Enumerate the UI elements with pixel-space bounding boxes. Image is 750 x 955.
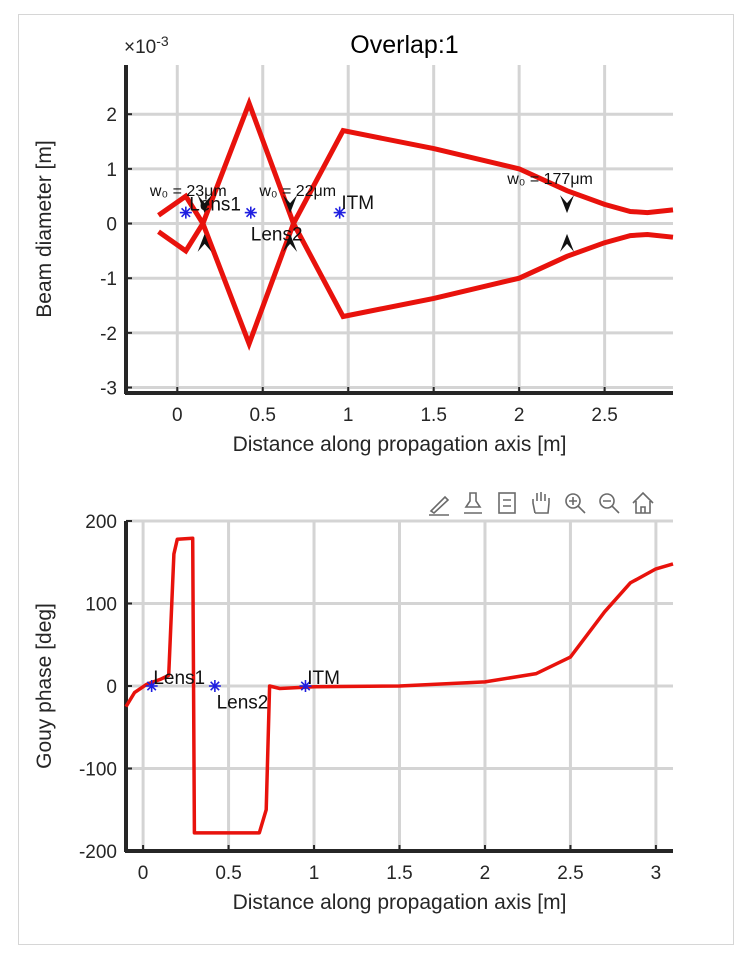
zoom-in-lens (565, 493, 581, 509)
component-marker[interactable] (333, 206, 346, 219)
y-tick-label: 2 (106, 105, 117, 126)
x-tick-label: 0 (172, 405, 183, 426)
axes-toolbar (429, 491, 654, 516)
y-tick-label: 200 (85, 512, 117, 533)
component-marker[interactable] (244, 206, 257, 219)
component-label: ITM (341, 193, 374, 214)
component-label: Lens1 (153, 668, 205, 689)
figure-window: 0 0.5 1 1.5 2 2.5 -3 -2 -1 0 1 2 Distance along prop… (18, 14, 734, 945)
x-tick-label: 0.5 (215, 863, 241, 884)
zoom-out-minus (603, 500, 620, 514)
x-tick-label: 3 (651, 863, 662, 884)
x-tick-label: 2.5 (591, 405, 617, 426)
x-tick-label: 1.5 (386, 863, 412, 884)
component-marker-stroke (210, 681, 220, 691)
x-axis-label: Distance along propagation axis [m] (233, 433, 567, 456)
y-tick-label: -1 (100, 269, 117, 290)
brush-icon-shape (429, 495, 450, 516)
y-tick-label: 1 (106, 160, 117, 181)
gouy-phase-line (124, 536, 674, 835)
component-label: ITM (307, 668, 340, 689)
x-tick-label: 0 (138, 863, 149, 884)
y-tick-label: -100 (79, 760, 117, 781)
waist-arrow (197, 195, 212, 214)
chart-title: Overlap:1 (350, 31, 458, 59)
component-marker-stroke (300, 681, 311, 691)
waist-label: w₀ = 23μm (149, 183, 227, 200)
waist-arrow (197, 233, 212, 252)
component-label: Lens1 (189, 194, 241, 215)
component-label: Lens2 (251, 224, 303, 245)
data-tips-icon-shape (464, 492, 482, 514)
home-icon-shape (632, 491, 654, 514)
y-tick-label: 100 (85, 595, 117, 616)
x-tick-label: 2.5 (557, 863, 583, 884)
y-tick-label: 0 (106, 677, 117, 698)
legend-icon[interactable] (498, 492, 516, 514)
y-tick-label: -2 (100, 324, 117, 345)
x-tick-label: 2 (480, 863, 491, 884)
component-marker[interactable] (145, 680, 158, 692)
y-tick-label: -3 (100, 379, 117, 400)
y-axis-label: Gouy phase [deg] (33, 603, 56, 769)
component-marker-stroke (146, 681, 157, 691)
component-marker-stroke (334, 207, 345, 218)
zoom-out-lens (599, 493, 615, 509)
waist-arrow (283, 233, 298, 252)
waist-label: w₀ = 177μm (506, 171, 593, 188)
pan-icon-shape (532, 492, 550, 514)
waist-arrow (560, 233, 575, 252)
beam-diameter-plot[interactable]: 0 0.5 1 1.5 2 2.5 -3 -2 -1 0 1 2 Distance along prop… (33, 31, 674, 456)
component-marker-stroke (245, 207, 256, 218)
component-marker[interactable] (299, 680, 312, 692)
x-tick-label: 1.5 (420, 405, 446, 426)
chart-canvas: 0 0.5 1 1.5 2 2.5 -3 -2 -1 0 1 2 Distance along prop… (33, 31, 674, 914)
gouy-phase-plot[interactable]: 0 0.5 1 1.5 2 2.5 3 -200 -100 0 100 200 Distance alo… (33, 512, 674, 914)
x-tick-label: 2 (514, 405, 525, 426)
y-tick-label: 0 (106, 215, 117, 236)
beam-lower-line (157, 217, 674, 351)
data-tips-icon[interactable] (464, 492, 482, 514)
component-marker-stroke (181, 207, 191, 218)
component-marker[interactable] (208, 680, 221, 692)
waist-label: w₀ = 22μm (258, 183, 336, 200)
x-tick-label: 1 (309, 863, 320, 884)
zoom-out-icon[interactable] (599, 493, 620, 514)
y-exponent-label: ×10-3 (124, 33, 169, 58)
component-marker[interactable] (179, 206, 192, 219)
legend-icon-lines (503, 499, 511, 507)
pan-icon[interactable] (532, 492, 550, 514)
legend-icon-frame (498, 492, 516, 514)
home-icon[interactable] (632, 491, 654, 514)
component-label: Lens2 (217, 693, 269, 714)
brush-icon[interactable] (429, 495, 450, 516)
waist-arrow (560, 195, 575, 214)
zoom-in-cross (569, 497, 586, 514)
y-tick-label: -200 (79, 842, 117, 863)
x-tick-label: 0.5 (250, 405, 276, 426)
zoom-in-icon[interactable] (565, 493, 586, 514)
y-axis-label: Beam diameter [m] (33, 140, 56, 317)
waist-arrow (283, 195, 298, 214)
x-tick-label: 1 (343, 405, 354, 426)
x-axis-label: Distance along propagation axis [m] (233, 891, 567, 914)
